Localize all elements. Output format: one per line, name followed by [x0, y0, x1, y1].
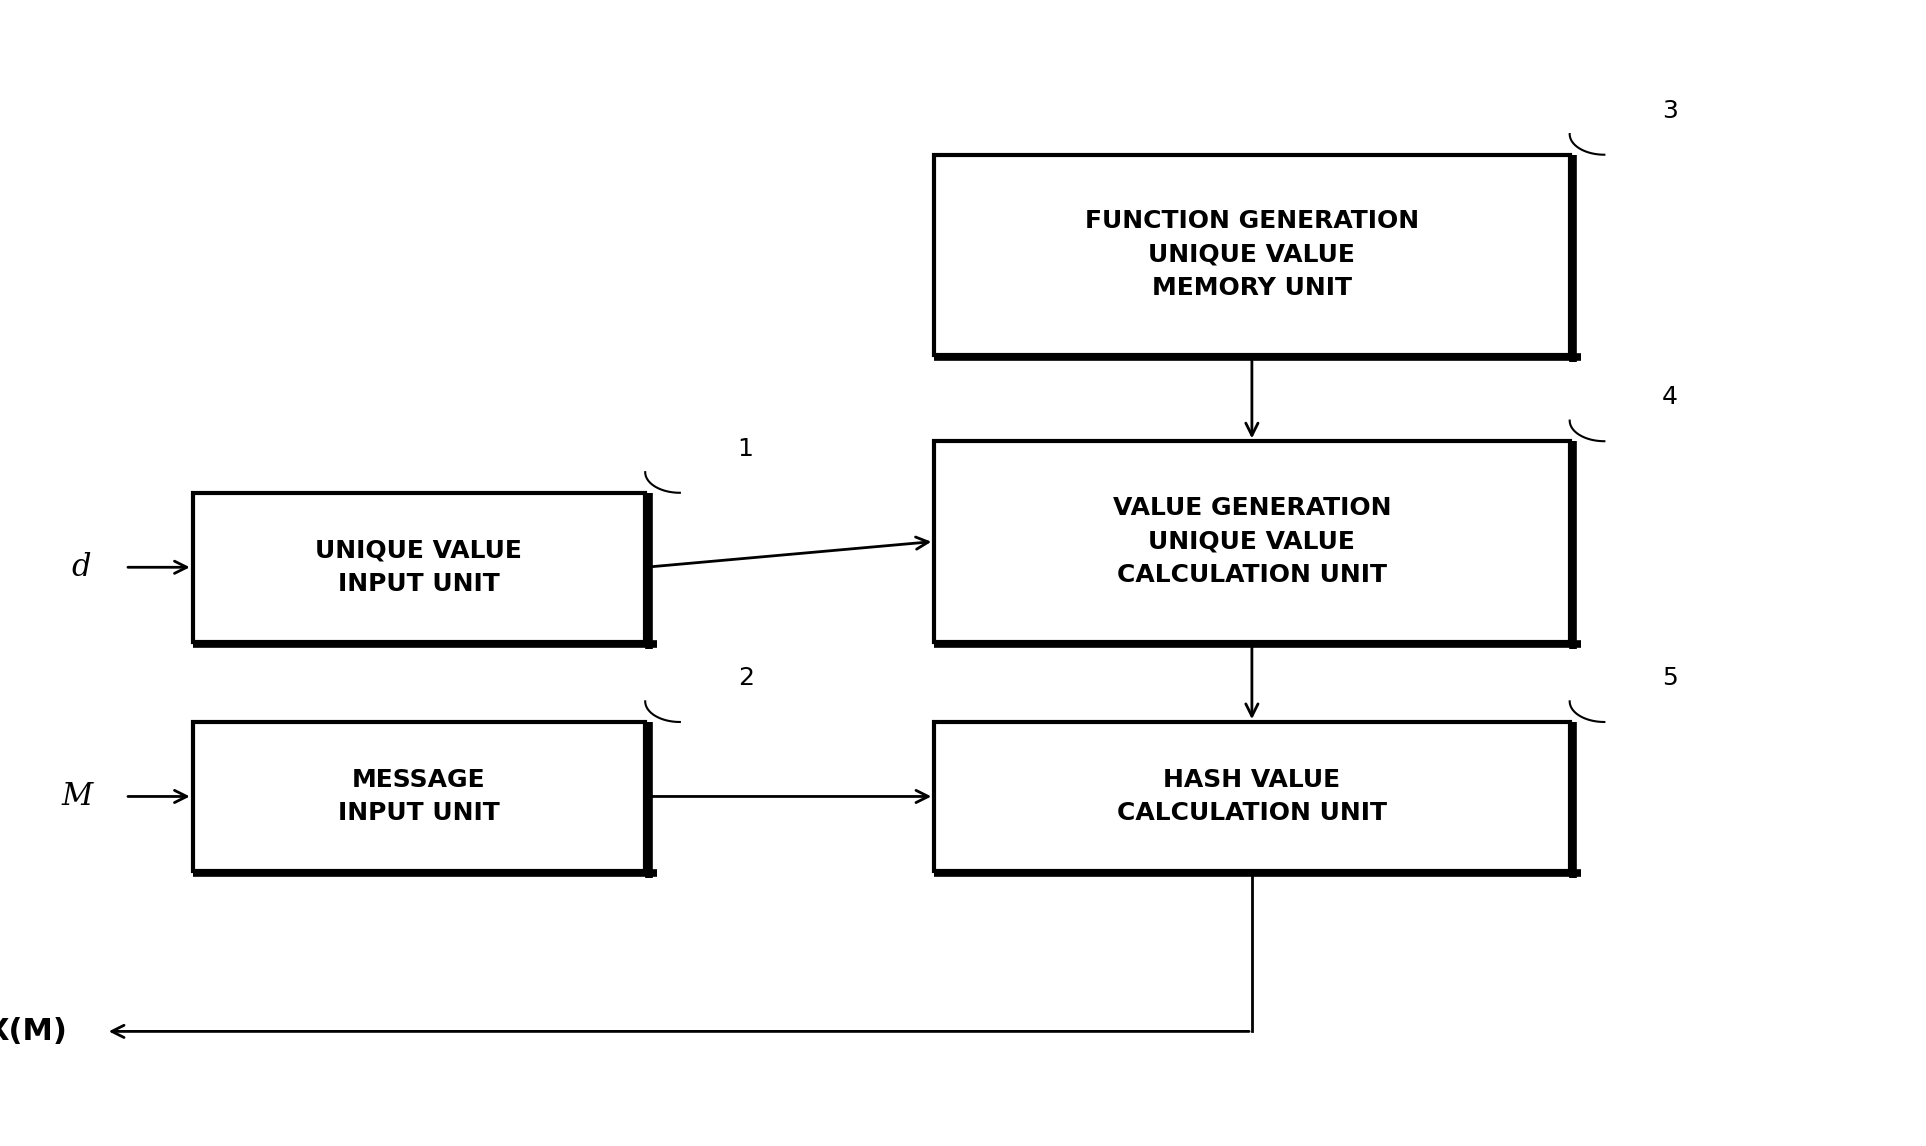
Bar	[934, 441, 1570, 642]
Text: MESSAGE
INPUT UNIT: MESSAGE INPUT UNIT	[339, 768, 499, 825]
Text: 2: 2	[738, 666, 753, 690]
Text: 4: 4	[1662, 385, 1678, 409]
Text: VALUE GENERATION
UNIQUE VALUE
CALCULATION UNIT: VALUE GENERATION UNIQUE VALUE CALCULATIO…	[1113, 496, 1391, 587]
Text: 5: 5	[1662, 666, 1678, 690]
Bar	[934, 155, 1570, 355]
Text: HASH VALUE
CALCULATION UNIT: HASH VALUE CALCULATION UNIT	[1117, 768, 1387, 825]
Text: M: M	[62, 780, 92, 813]
Bar	[193, 722, 645, 871]
Text: UNIQUE VALUE
INPUT UNIT: UNIQUE VALUE INPUT UNIT	[316, 539, 522, 596]
Bar	[934, 722, 1570, 871]
Text: X(M): X(M)	[0, 1017, 67, 1046]
Text: 1: 1	[738, 437, 753, 461]
Text: 3: 3	[1662, 99, 1678, 123]
Text: FUNCTION GENERATION
UNIQUE VALUE
MEMORY UNIT: FUNCTION GENERATION UNIQUE VALUE MEMORY …	[1084, 210, 1419, 300]
Bar	[193, 493, 645, 642]
Text: d: d	[71, 551, 91, 583]
